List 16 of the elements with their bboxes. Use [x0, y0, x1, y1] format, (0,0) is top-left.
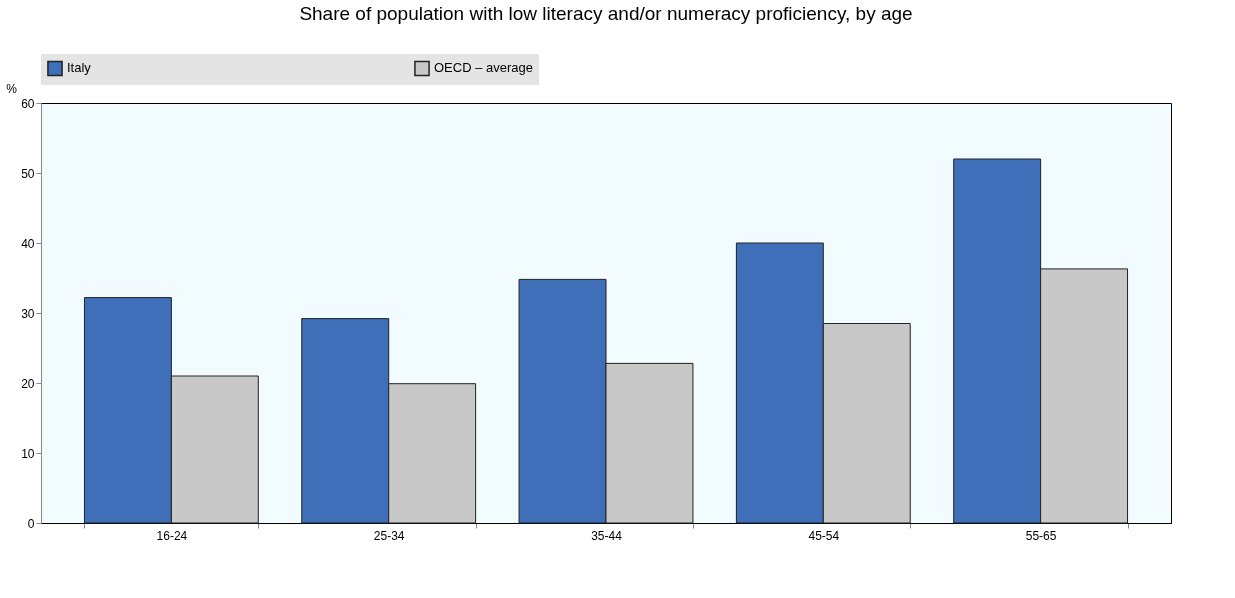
- y-tick-label: 30: [21, 306, 35, 321]
- y-tick-label: 50: [21, 166, 35, 181]
- y-axis-title: %: [6, 81, 18, 96]
- y-tick-label: 40: [21, 236, 35, 251]
- x-tick-label: 16-24: [156, 528, 188, 543]
- y-tick-label: 0: [27, 516, 35, 531]
- x-tick-label: 25-34: [373, 528, 405, 543]
- legend-label: Italy: [67, 60, 92, 76]
- x-tick-label: 55-65: [1025, 528, 1057, 543]
- chart-title: Share of population with low literacy and/or numeracy proficiency, by age: [299, 3, 913, 24]
- y-tick-label: 20: [21, 376, 35, 391]
- y-tick-label: 60: [21, 96, 35, 111]
- y-tick-label: 10: [21, 446, 35, 461]
- legend-label: OECD – average: [434, 60, 533, 76]
- x-tick-label: 35-44: [591, 528, 623, 543]
- x-tick-label: 45-54: [808, 528, 840, 543]
